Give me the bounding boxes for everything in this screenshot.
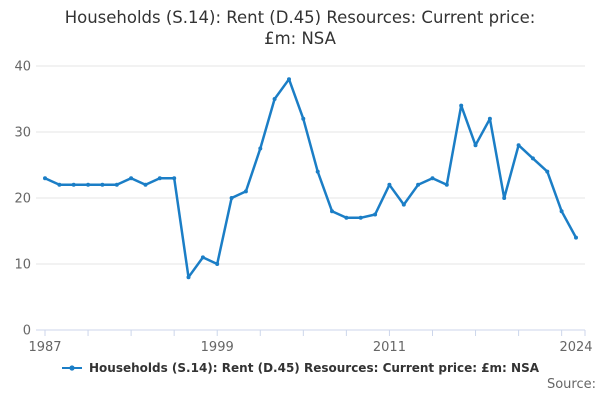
data-point-marker — [57, 182, 62, 187]
x-axis-label: 2024 — [559, 340, 592, 355]
x-axis-label: 1987 — [28, 340, 61, 355]
legend-line-marker-icon — [62, 365, 82, 371]
data-point-marker — [574, 235, 578, 240]
y-axis-label: 10 — [14, 258, 31, 273]
chart-title-line2: £m: NSA — [264, 29, 336, 48]
data-series-line — [43, 77, 578, 279]
data-point-marker — [473, 143, 478, 148]
data-point-marker — [401, 202, 406, 207]
data-point-marker — [487, 116, 492, 121]
data-point-marker — [71, 182, 76, 187]
data-point-marker — [100, 182, 105, 187]
data-point-marker — [243, 189, 248, 194]
data-point-marker — [86, 182, 91, 187]
data-point-marker — [315, 169, 320, 174]
chart-title-line1: Households (S.14): Rent (D.45) Resources… — [64, 8, 536, 27]
chart-title: Households (S.14): Rent (D.45) Resources… — [0, 7, 600, 49]
data-point-marker — [157, 176, 162, 181]
source-label: Source: — [546, 377, 596, 392]
data-point-marker — [287, 77, 291, 82]
data-point-marker — [358, 215, 363, 220]
data-point-marker — [229, 196, 234, 200]
data-point-marker — [186, 275, 191, 280]
data-point-marker — [200, 255, 205, 260]
y-axis-label: 0 — [23, 324, 31, 339]
data-point-marker — [272, 97, 277, 101]
data-point-marker — [502, 196, 507, 200]
data-point-marker — [215, 262, 220, 266]
data-point-marker — [516, 143, 521, 148]
data-point-marker — [430, 176, 435, 181]
data-point-marker — [444, 182, 449, 187]
y-axis-label: 30 — [14, 126, 31, 141]
data-point-marker — [344, 215, 349, 220]
data-point-marker — [330, 209, 334, 214]
data-point-marker — [129, 176, 134, 181]
line-chart-plot: 0 10 20 30 40 1987 1999 2011 2024 — [14, 60, 592, 356]
data-point-marker — [114, 182, 119, 187]
data-point-marker — [416, 182, 421, 187]
data-point-marker — [172, 176, 177, 181]
data-point-marker — [258, 146, 263, 151]
data-point-marker — [387, 182, 392, 187]
data-point-marker — [301, 116, 306, 121]
data-point-marker — [43, 176, 47, 181]
data-point-marker — [559, 209, 564, 214]
y-axis-label: 40 — [14, 60, 31, 75]
x-axis-label: 2011 — [373, 340, 406, 355]
data-point-marker — [373, 212, 378, 217]
chart-legend[interactable]: Households (S.14): Rent (D.45) Resources… — [0, 361, 600, 375]
data-point-marker — [530, 156, 535, 161]
y-axis-label: 20 — [14, 192, 31, 207]
data-point-marker — [459, 103, 464, 108]
legend-series-label: Households (S.14): Rent (D.45) Resources… — [89, 361, 539, 375]
data-point-marker — [545, 169, 550, 174]
x-axis-label: 1999 — [201, 340, 234, 355]
data-point-marker — [143, 182, 148, 187]
